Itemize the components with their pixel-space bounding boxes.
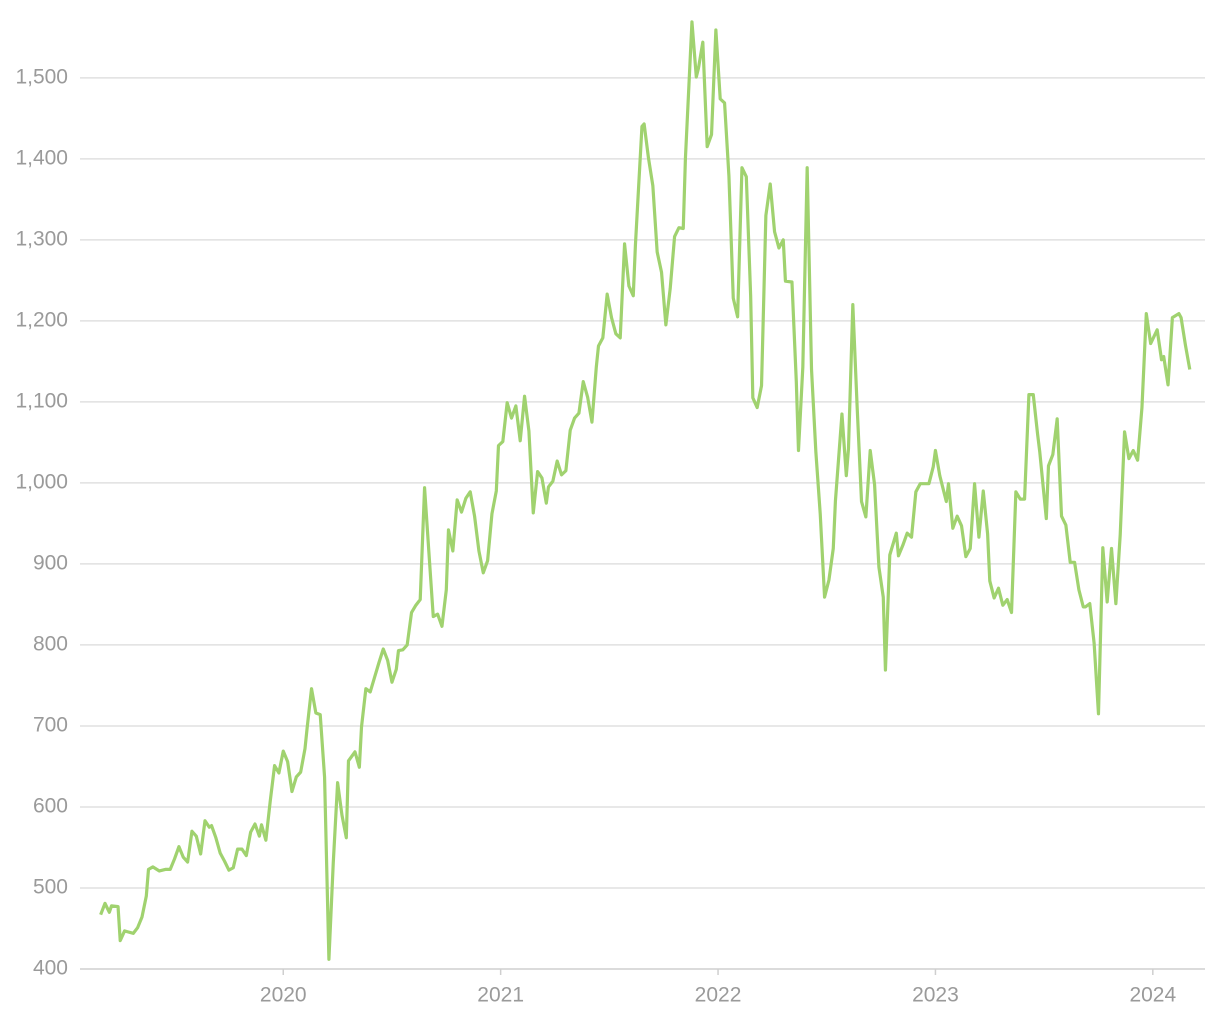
x-tick-label: 2020	[260, 984, 307, 1007]
y-tick-label: 900	[33, 551, 68, 574]
x-tick-label: 2024	[1129, 984, 1176, 1007]
y-tick-label: 1,000	[15, 470, 68, 493]
y-tick-label: 800	[33, 632, 68, 655]
y-tick-label: 1,200	[15, 308, 68, 331]
y-tick-label: 600	[33, 795, 68, 818]
y-tick-label: 1,100	[15, 389, 68, 412]
y-tick-label: 700	[33, 713, 68, 736]
line-series	[99, 20, 1192, 961]
y-tick-label: 500	[33, 876, 68, 899]
y-tick-label: 1,400	[15, 146, 68, 169]
y-tick-label: 400	[33, 957, 68, 980]
x-tick-label: 2021	[477, 984, 524, 1007]
y-tick-label: 1,500	[15, 65, 68, 88]
y-tick-label: 1,300	[15, 227, 68, 250]
x-tick-label: 2022	[695, 984, 742, 1007]
x-tick-label: 2023	[912, 984, 959, 1007]
